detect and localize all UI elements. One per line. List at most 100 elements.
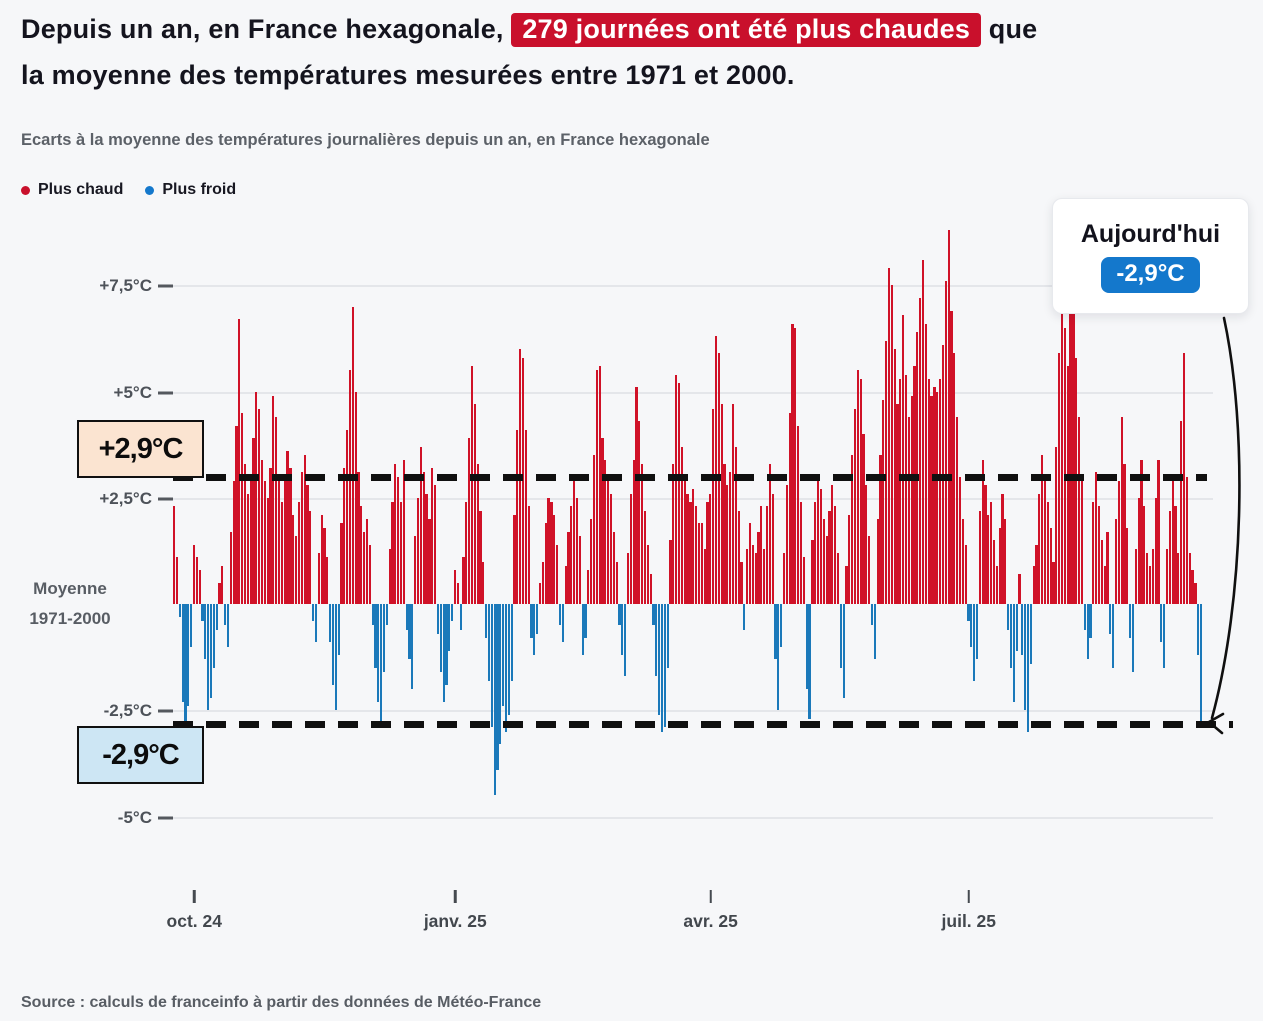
bar-warm[interactable]: [760, 506, 763, 604]
bar-warm[interactable]: [990, 502, 993, 604]
bar-cold[interactable]: [187, 604, 190, 706]
bar-warm[interactable]: [1180, 421, 1183, 604]
bar-warm[interactable]: [357, 472, 360, 604]
bar-warm[interactable]: [1103, 565, 1106, 604]
bar-warm[interactable]: [848, 514, 851, 604]
bar-cold[interactable]: [493, 604, 496, 796]
bar-warm[interactable]: [612, 531, 615, 604]
bar-cold[interactable]: [530, 604, 533, 638]
bar-cold[interactable]: [967, 604, 970, 621]
bar-warm[interactable]: [921, 259, 925, 604]
bar-warm[interactable]: [865, 485, 868, 604]
bar-warm[interactable]: [763, 548, 766, 604]
bar-warm[interactable]: [516, 429, 519, 604]
bar-cold[interactable]: [329, 604, 332, 643]
bar-cold[interactable]: [212, 604, 215, 668]
bar-cold[interactable]: [385, 604, 388, 626]
bar-cold[interactable]: [1199, 604, 1203, 728]
bar-warm[interactable]: [1038, 493, 1041, 604]
bar-warm[interactable]: [987, 514, 990, 604]
bar-warm[interactable]: [402, 459, 405, 604]
bar-warm[interactable]: [283, 480, 286, 604]
bar-warm[interactable]: [453, 570, 457, 604]
bar-cold[interactable]: [312, 604, 315, 621]
bar-warm[interactable]: [683, 480, 686, 604]
bar-warm[interactable]: [703, 548, 706, 604]
bar-cold[interactable]: [226, 604, 230, 647]
bar-warm[interactable]: [697, 523, 701, 604]
bar-warm[interactable]: [615, 561, 618, 604]
bar-warm[interactable]: [692, 489, 695, 604]
bar-warm[interactable]: [936, 391, 939, 604]
bar-warm[interactable]: [924, 323, 927, 604]
bar-warm[interactable]: [643, 510, 647, 604]
bar-warm[interactable]: [734, 446, 737, 604]
bar-warm[interactable]: [1154, 497, 1157, 604]
bar-warm[interactable]: [879, 455, 882, 604]
bar-warm[interactable]: [368, 544, 371, 604]
bar-warm[interactable]: [1143, 506, 1146, 604]
bar-warm[interactable]: [476, 463, 479, 604]
bar-warm[interactable]: [851, 455, 854, 604]
bar-cold[interactable]: [1015, 604, 1018, 651]
bar-cold[interactable]: [442, 604, 445, 702]
bar-warm[interactable]: [346, 429, 349, 604]
bar-warm[interactable]: [263, 480, 266, 604]
bar-warm[interactable]: [1194, 582, 1197, 604]
bar-warm[interactable]: [950, 310, 953, 604]
bar-cold[interactable]: [377, 604, 380, 702]
bar-warm[interactable]: [1148, 565, 1152, 604]
bar-cold[interactable]: [663, 604, 666, 728]
bar-warm[interactable]: [394, 463, 397, 604]
bar-warm[interactable]: [303, 455, 306, 604]
bar-warm[interactable]: [397, 476, 400, 604]
bar-warm[interactable]: [550, 502, 553, 604]
bar-warm[interactable]: [814, 502, 817, 604]
bar-cold[interactable]: [624, 604, 627, 677]
bar-cold[interactable]: [209, 604, 213, 698]
bar-cold[interactable]: [190, 604, 193, 647]
bar-cold[interactable]: [331, 604, 335, 685]
bar-warm[interactable]: [595, 370, 598, 604]
bar-warm[interactable]: [289, 468, 292, 604]
bar-warm[interactable]: [1072, 310, 1075, 604]
bar-warm[interactable]: [343, 468, 346, 604]
bar-warm[interactable]: [419, 446, 422, 604]
bar-warm[interactable]: [956, 417, 959, 604]
bar-warm[interactable]: [1168, 510, 1171, 604]
bar-cold[interactable]: [411, 604, 414, 689]
bar-warm[interactable]: [916, 332, 919, 604]
bar-warm[interactable]: [675, 374, 678, 604]
bar-cold[interactable]: [561, 604, 564, 643]
bar-cold[interactable]: [1026, 604, 1030, 732]
bar-cold[interactable]: [842, 604, 845, 698]
bar-warm[interactable]: [538, 582, 542, 604]
bar-cold[interactable]: [178, 604, 181, 617]
bar-warm[interactable]: [669, 540, 672, 604]
bar-cold[interactable]: [774, 604, 777, 660]
bar-cold[interactable]: [652, 604, 655, 626]
bar-warm[interactable]: [712, 408, 715, 604]
bar-cold[interactable]: [502, 604, 505, 706]
bar-warm[interactable]: [470, 366, 474, 604]
bar-warm[interactable]: [910, 395, 913, 604]
bar-warm[interactable]: [1049, 527, 1052, 604]
bar-warm[interactable]: [680, 446, 683, 604]
bar-warm[interactable]: [306, 485, 309, 604]
bar-warm[interactable]: [192, 544, 196, 604]
bar-warm[interactable]: [544, 523, 547, 604]
bar-warm[interactable]: [173, 506, 176, 604]
bar-warm[interactable]: [1066, 366, 1069, 604]
bar-warm[interactable]: [246, 493, 249, 604]
bar-cold[interactable]: [975, 604, 979, 660]
bar-warm[interactable]: [286, 451, 289, 604]
bar-warm[interactable]: [292, 514, 295, 604]
bar-cold[interactable]: [1021, 604, 1024, 655]
bar-warm[interactable]: [700, 523, 703, 604]
bar-cold[interactable]: [1112, 604, 1115, 668]
bar-warm[interactable]: [564, 565, 567, 604]
bar-warm[interactable]: [578, 536, 581, 604]
bar-warm[interactable]: [513, 514, 516, 604]
bar-cold[interactable]: [970, 604, 973, 647]
bar-warm[interactable]: [1126, 527, 1129, 604]
